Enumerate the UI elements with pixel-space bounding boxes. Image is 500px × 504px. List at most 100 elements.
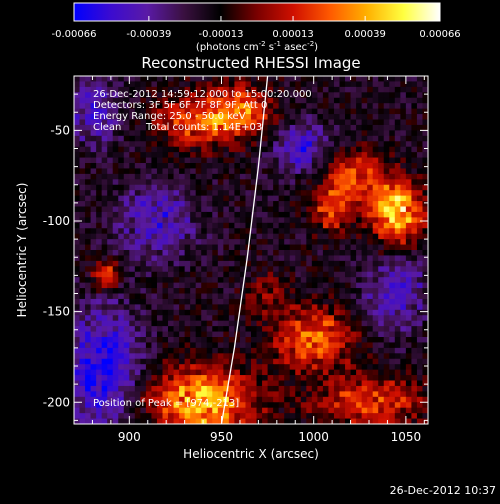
heatmap-cell — [351, 255, 357, 261]
heatmap-cell — [362, 196, 368, 202]
heatmap-cell — [207, 207, 213, 213]
heatmap-cell — [201, 163, 207, 169]
heatmap-cell — [306, 359, 312, 365]
heatmap-cell — [207, 234, 213, 240]
heatmap-cell — [367, 103, 373, 109]
heatmap-cell — [262, 370, 268, 376]
heatmap-cell — [273, 326, 279, 332]
heatmap-cell — [91, 201, 97, 207]
heatmap-cell — [102, 217, 108, 223]
heatmap-cell — [102, 381, 108, 387]
heatmap-cell — [389, 130, 395, 136]
heatmap-cell — [218, 391, 224, 397]
heatmap-cell — [207, 239, 213, 245]
heatmap-cell — [196, 76, 202, 82]
heatmap-cell — [340, 326, 346, 332]
heatmap-cell — [312, 174, 318, 180]
heatmap-cell — [163, 76, 169, 82]
heatmap-cell — [345, 266, 351, 272]
heatmap-cell — [367, 179, 373, 185]
heatmap-cell — [201, 158, 207, 164]
heatmap-cell — [328, 234, 334, 240]
heatmap-cell — [74, 152, 80, 158]
heatmap-cell — [80, 179, 86, 185]
heatmap-cell — [262, 190, 268, 196]
heatmap-cell — [251, 250, 257, 256]
heatmap-cell — [91, 245, 97, 251]
heatmap-cell — [234, 223, 240, 229]
heatmap-cell — [290, 364, 296, 370]
heatmap-cell — [284, 261, 290, 267]
heatmap-cell — [301, 326, 307, 332]
heatmap-cell — [140, 272, 146, 278]
heatmap-cell — [157, 234, 163, 240]
heatmap-cell — [340, 364, 346, 370]
heatmap-cell — [212, 332, 218, 338]
heatmap-cell — [362, 217, 368, 223]
heatmap-cell — [179, 364, 185, 370]
heatmap-cell — [190, 294, 196, 300]
heatmap-cell — [157, 261, 163, 267]
heatmap-cell — [356, 348, 362, 354]
heatmap-cell — [124, 359, 130, 365]
heatmap-cell — [328, 299, 334, 305]
heatmap-cell — [345, 207, 351, 213]
heatmap-cell — [185, 201, 191, 207]
heatmap-cell — [113, 212, 119, 218]
heatmap-cell — [113, 179, 119, 185]
heatmap-cell — [406, 196, 412, 202]
heatmap-cell — [384, 332, 390, 338]
heatmap-cell — [157, 272, 163, 278]
heatmap-cell — [107, 310, 113, 316]
heatmap-cell — [268, 283, 274, 289]
heatmap-cell — [107, 294, 113, 300]
heatmap-cell — [229, 310, 235, 316]
heatmap-cell — [96, 375, 102, 381]
heatmap-cell — [351, 413, 357, 419]
heatmap-cell — [234, 391, 240, 397]
heatmap-cell — [113, 348, 119, 354]
heatmap-cell — [284, 228, 290, 234]
heatmap-cell — [163, 266, 169, 272]
heatmap-cell — [223, 321, 229, 327]
heatmap-cell — [218, 364, 224, 370]
heatmap-cell — [334, 245, 340, 251]
heatmap-cell — [245, 207, 251, 213]
heatmap-cell — [223, 174, 229, 180]
heatmap-cell — [417, 272, 423, 278]
heatmap-cell — [85, 272, 91, 278]
heatmap-cell — [417, 299, 423, 305]
heatmap-cell — [290, 310, 296, 316]
heatmap-cell — [384, 174, 390, 180]
heatmap-cell — [185, 196, 191, 202]
heatmap-cell — [251, 364, 257, 370]
heatmap-cell — [146, 299, 152, 305]
heatmap-cell — [345, 288, 351, 294]
heatmap-cell — [367, 239, 373, 245]
heatmap-cell — [317, 190, 323, 196]
heatmap-cell — [406, 255, 412, 261]
heatmap-cell — [378, 326, 384, 332]
heatmap-cell — [190, 250, 196, 256]
heatmap-cell — [218, 141, 224, 147]
heatmap-cell — [124, 348, 130, 354]
heatmap-cell — [395, 239, 401, 245]
heatmap-cell — [417, 81, 423, 87]
heatmap-cell — [290, 168, 296, 174]
heatmap-cell — [301, 212, 307, 218]
heatmap-cell — [113, 76, 119, 82]
heatmap-cell — [140, 201, 146, 207]
heatmap-cell — [107, 375, 113, 381]
heatmap-cell — [373, 168, 379, 174]
heatmap-cell — [356, 223, 362, 229]
heatmap-cell — [411, 272, 417, 278]
heatmap-cell — [85, 120, 91, 126]
heatmap-cell — [384, 130, 390, 136]
heatmap-cell — [240, 342, 246, 348]
heatmap-cell — [345, 294, 351, 300]
heatmap-cell — [400, 120, 406, 126]
heatmap-cell — [129, 364, 135, 370]
heatmap-cell — [306, 103, 312, 109]
heatmap-cell — [96, 299, 102, 305]
heatmap-cell — [207, 310, 213, 316]
